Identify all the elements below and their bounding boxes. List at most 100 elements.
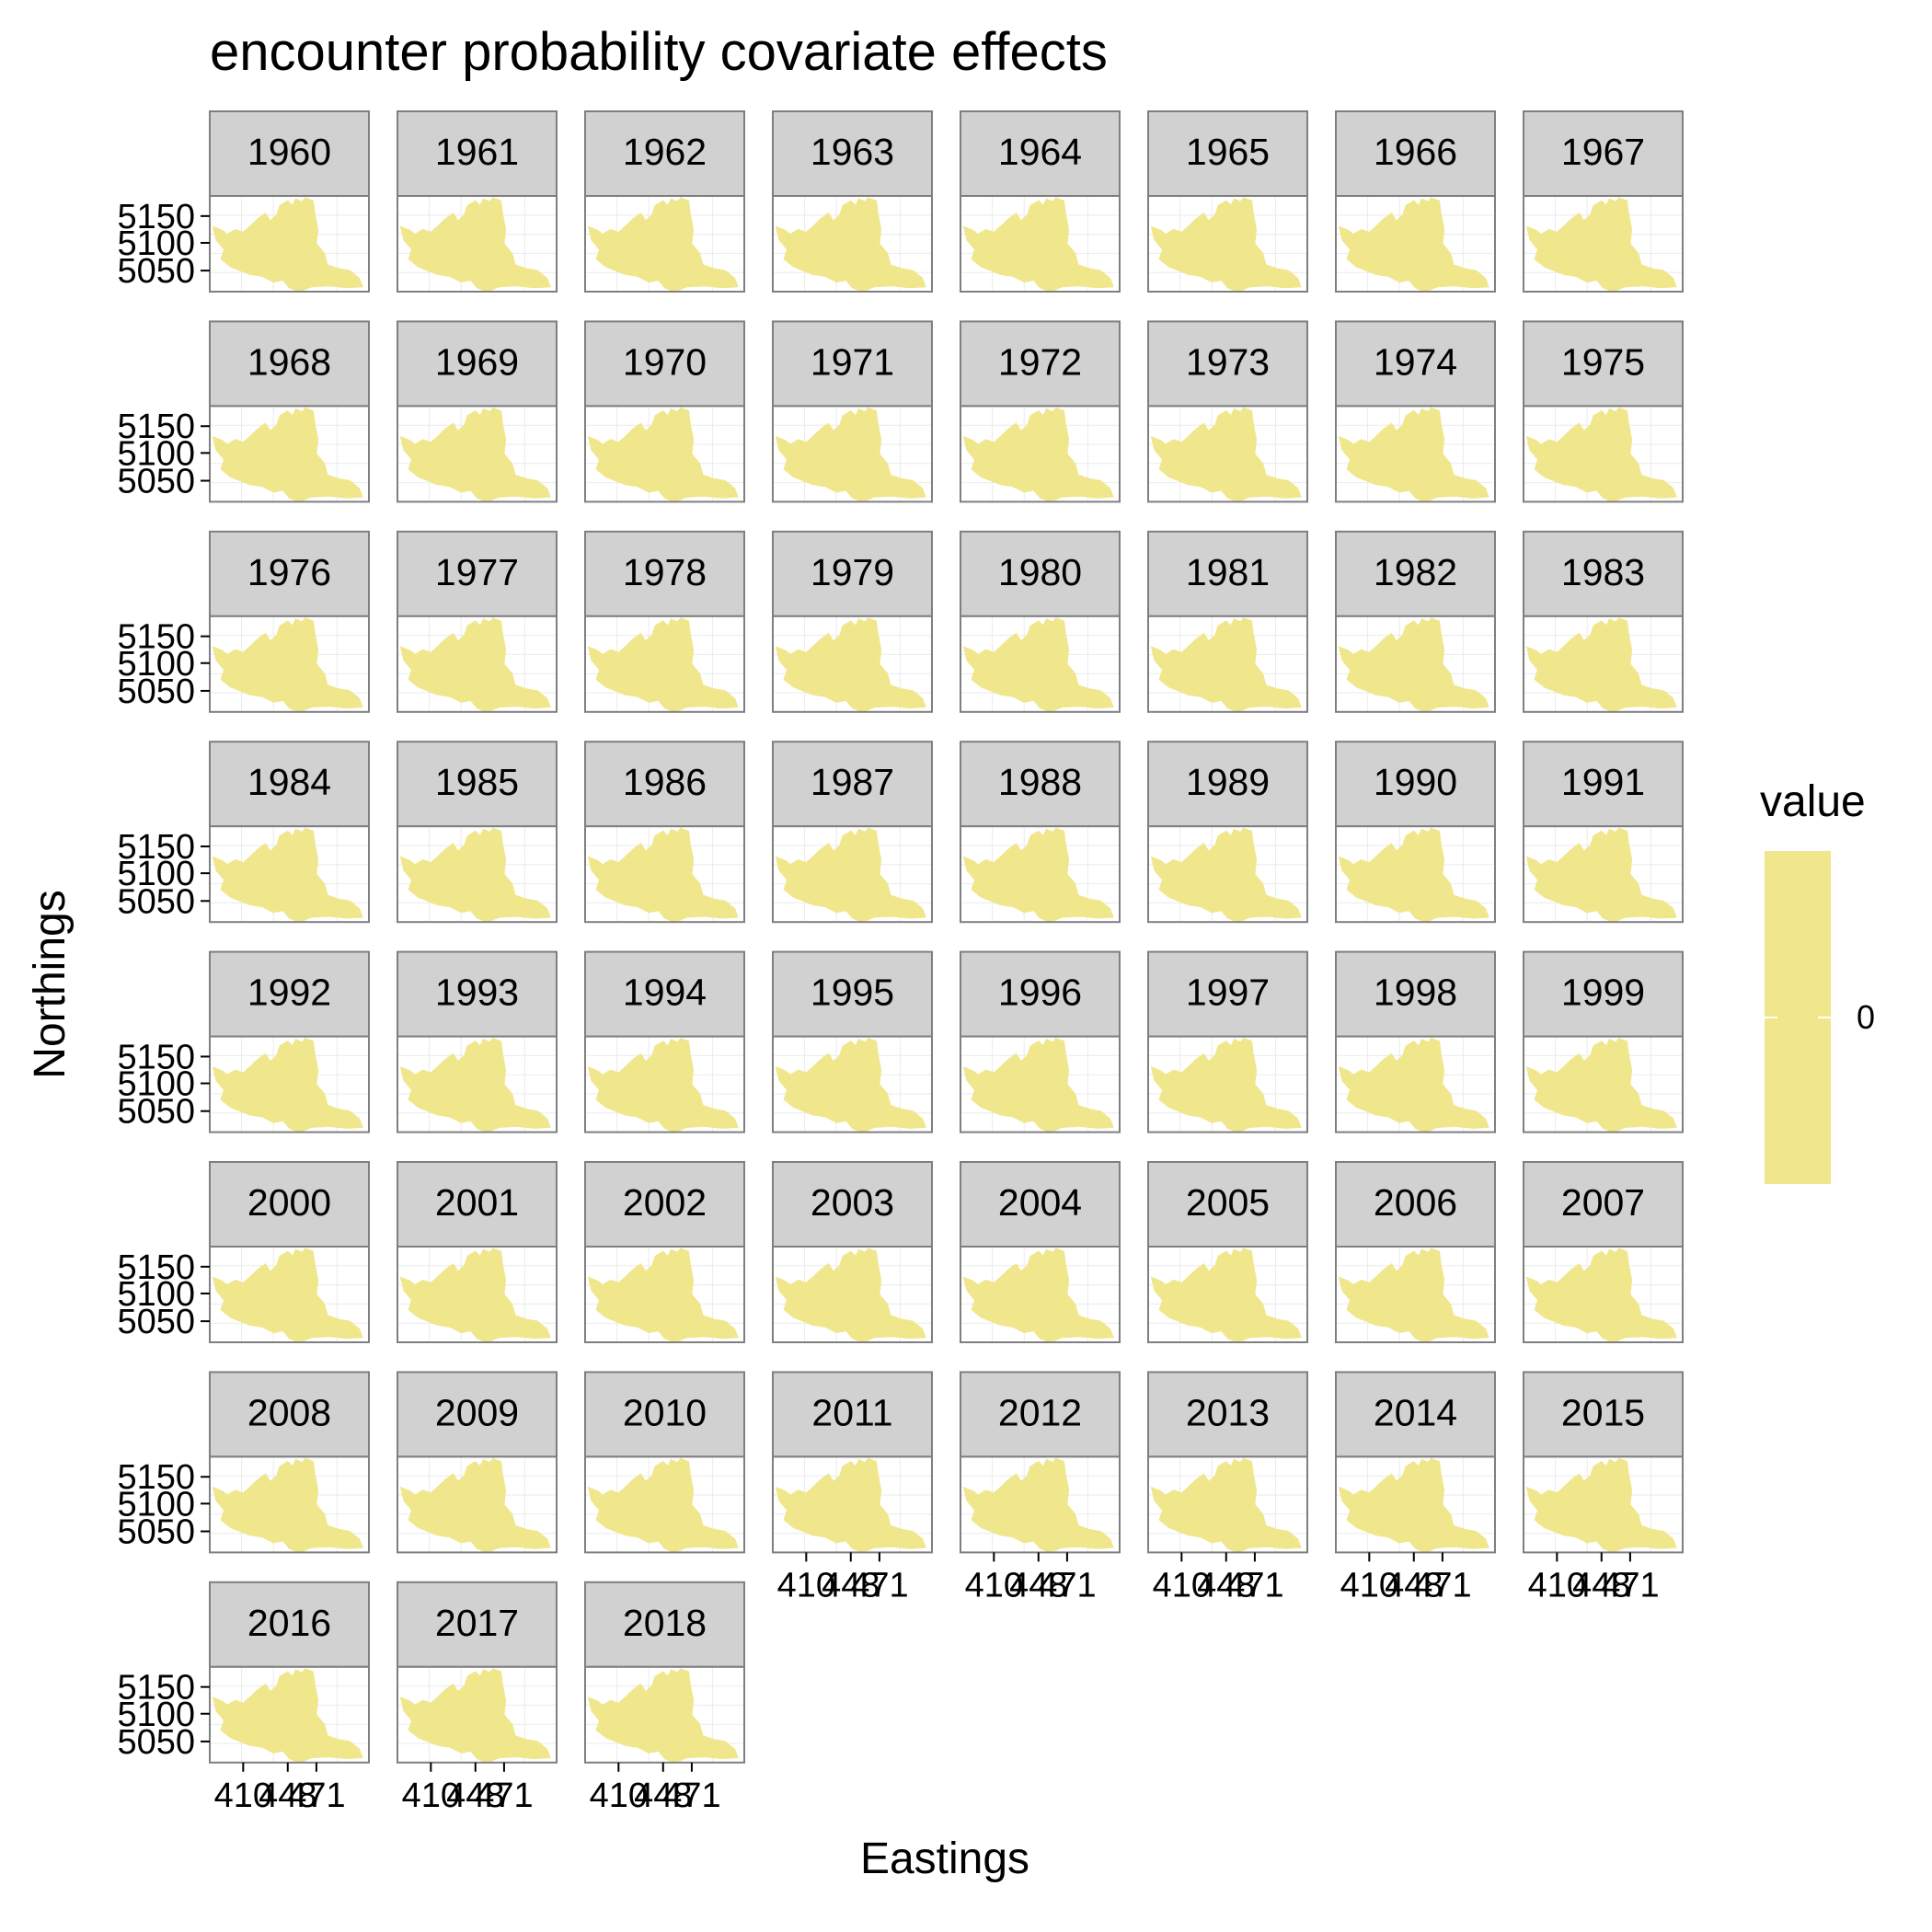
- panel-border: [1523, 825, 1684, 924]
- facet-strip: [584, 950, 745, 1038]
- panel-border: [1523, 1455, 1684, 1554]
- value-field: [1338, 617, 1489, 713]
- x-tick-label: 471: [475, 1777, 533, 1815]
- value-field: [962, 197, 1114, 293]
- value-field: [775, 1248, 926, 1343]
- facet-label: 1994: [623, 972, 707, 1014]
- facet-label: 1962: [623, 131, 707, 173]
- facet-label: 1971: [811, 340, 894, 383]
- chart-title: encounter probability covariate effects: [210, 22, 1108, 82]
- y-axis-title: Northings: [26, 890, 75, 1078]
- facet-strip: [584, 1161, 745, 1248]
- legend: value 0: [1760, 777, 1875, 1184]
- y-tick-label: 5100: [117, 1696, 195, 1734]
- x-tick-label: 448: [446, 1777, 504, 1815]
- value-field: [399, 197, 551, 293]
- y-tick-label: 5150: [117, 1248, 195, 1287]
- facet-label: 2014: [1374, 1391, 1457, 1433]
- panel-border: [1147, 405, 1308, 503]
- x-tick-label: 448: [1572, 1566, 1630, 1604]
- y-tick-label: 5050: [117, 1303, 195, 1341]
- panel-border: [1335, 825, 1496, 924]
- facet-label: 1960: [247, 131, 331, 173]
- panel-border: [1335, 615, 1496, 713]
- y-tick-label: 5050: [117, 1723, 195, 1762]
- panel-border: [397, 405, 558, 503]
- facet-label: 1964: [998, 131, 1082, 173]
- value-field: [587, 827, 739, 923]
- panel-border: [960, 195, 1121, 293]
- panel-border: [1147, 195, 1308, 293]
- value-field: [1525, 1038, 1677, 1133]
- facet-strip: [772, 950, 933, 1038]
- value-field: [775, 197, 926, 293]
- x-tick-label: 410: [590, 1777, 648, 1815]
- y-tick-label: 5100: [117, 1275, 195, 1314]
- panel-border: [1523, 1246, 1684, 1343]
- value-field: [775, 617, 926, 713]
- panel-border: [772, 615, 933, 713]
- panel-border: [1335, 1035, 1496, 1133]
- panel-border: [584, 1665, 745, 1764]
- value-field: [1525, 1457, 1677, 1553]
- x-tick-label: 471: [662, 1777, 720, 1815]
- facet-label: 1979: [811, 551, 894, 593]
- value-field: [1150, 1457, 1302, 1553]
- facet-strip: [209, 1161, 370, 1248]
- facet-label: 1966: [1374, 131, 1457, 173]
- facet-label: 1967: [1561, 131, 1645, 173]
- value-field: [212, 827, 363, 923]
- value-field: [1525, 197, 1677, 293]
- x-tick-label: 410: [965, 1566, 1023, 1604]
- value-field: [212, 407, 363, 502]
- panel-border: [1523, 1035, 1684, 1133]
- panel-border: [584, 1246, 745, 1343]
- value-field: [587, 617, 739, 713]
- x-tick-label: 448: [1009, 1566, 1067, 1604]
- value-field: [212, 1038, 363, 1133]
- x-tick-label: 471: [1601, 1566, 1659, 1604]
- facet-strip: [209, 530, 370, 617]
- facet-strip: [584, 320, 745, 408]
- value-field: [212, 1668, 363, 1764]
- y-tick-label: 5100: [117, 855, 195, 893]
- facet-label: 2000: [247, 1181, 331, 1224]
- facet-label: 2009: [435, 1391, 519, 1433]
- facet-strip: [209, 950, 370, 1038]
- y-tick-label: 5050: [117, 252, 195, 291]
- facet-label: 2003: [811, 1181, 894, 1224]
- x-tick-label: 410: [1153, 1566, 1211, 1604]
- value-field: [962, 1038, 1114, 1133]
- value-field: [962, 617, 1114, 713]
- x-tick-label: 410: [1528, 1566, 1586, 1604]
- facet-strip: [772, 1161, 933, 1248]
- x-tick-label: 448: [822, 1566, 880, 1604]
- facet-label: 1984: [247, 761, 331, 803]
- value-field: [1338, 1457, 1489, 1553]
- panel-border: [1335, 195, 1496, 293]
- panel-border: [1147, 825, 1308, 924]
- x-tick-label: 448: [1385, 1566, 1443, 1604]
- facet-strip: [960, 1161, 1121, 1248]
- panel-border: [772, 195, 933, 293]
- panel-border: [960, 1035, 1121, 1133]
- facet-strip: [1335, 1371, 1496, 1458]
- panel-border: [772, 825, 933, 924]
- facet-strip: [584, 1371, 745, 1458]
- facet-strip: [1147, 530, 1308, 617]
- value-field: [399, 1038, 551, 1133]
- value-field: [212, 617, 363, 713]
- facet-label: 1988: [998, 761, 1082, 803]
- panel-border: [209, 1665, 370, 1764]
- x-tick-label: 471: [1038, 1566, 1096, 1604]
- facet-strip: [960, 741, 1121, 828]
- facet-label: 1989: [1186, 761, 1270, 803]
- panel-border: [584, 615, 745, 713]
- facet-strip: [584, 530, 745, 617]
- facet-strip: [1523, 320, 1684, 408]
- facet-label: 1978: [623, 551, 707, 593]
- y-tick-label: 5100: [117, 434, 195, 473]
- facet-label: 1999: [1561, 972, 1645, 1014]
- y-tick-label: 5150: [117, 828, 195, 867]
- value-field: [1150, 617, 1302, 713]
